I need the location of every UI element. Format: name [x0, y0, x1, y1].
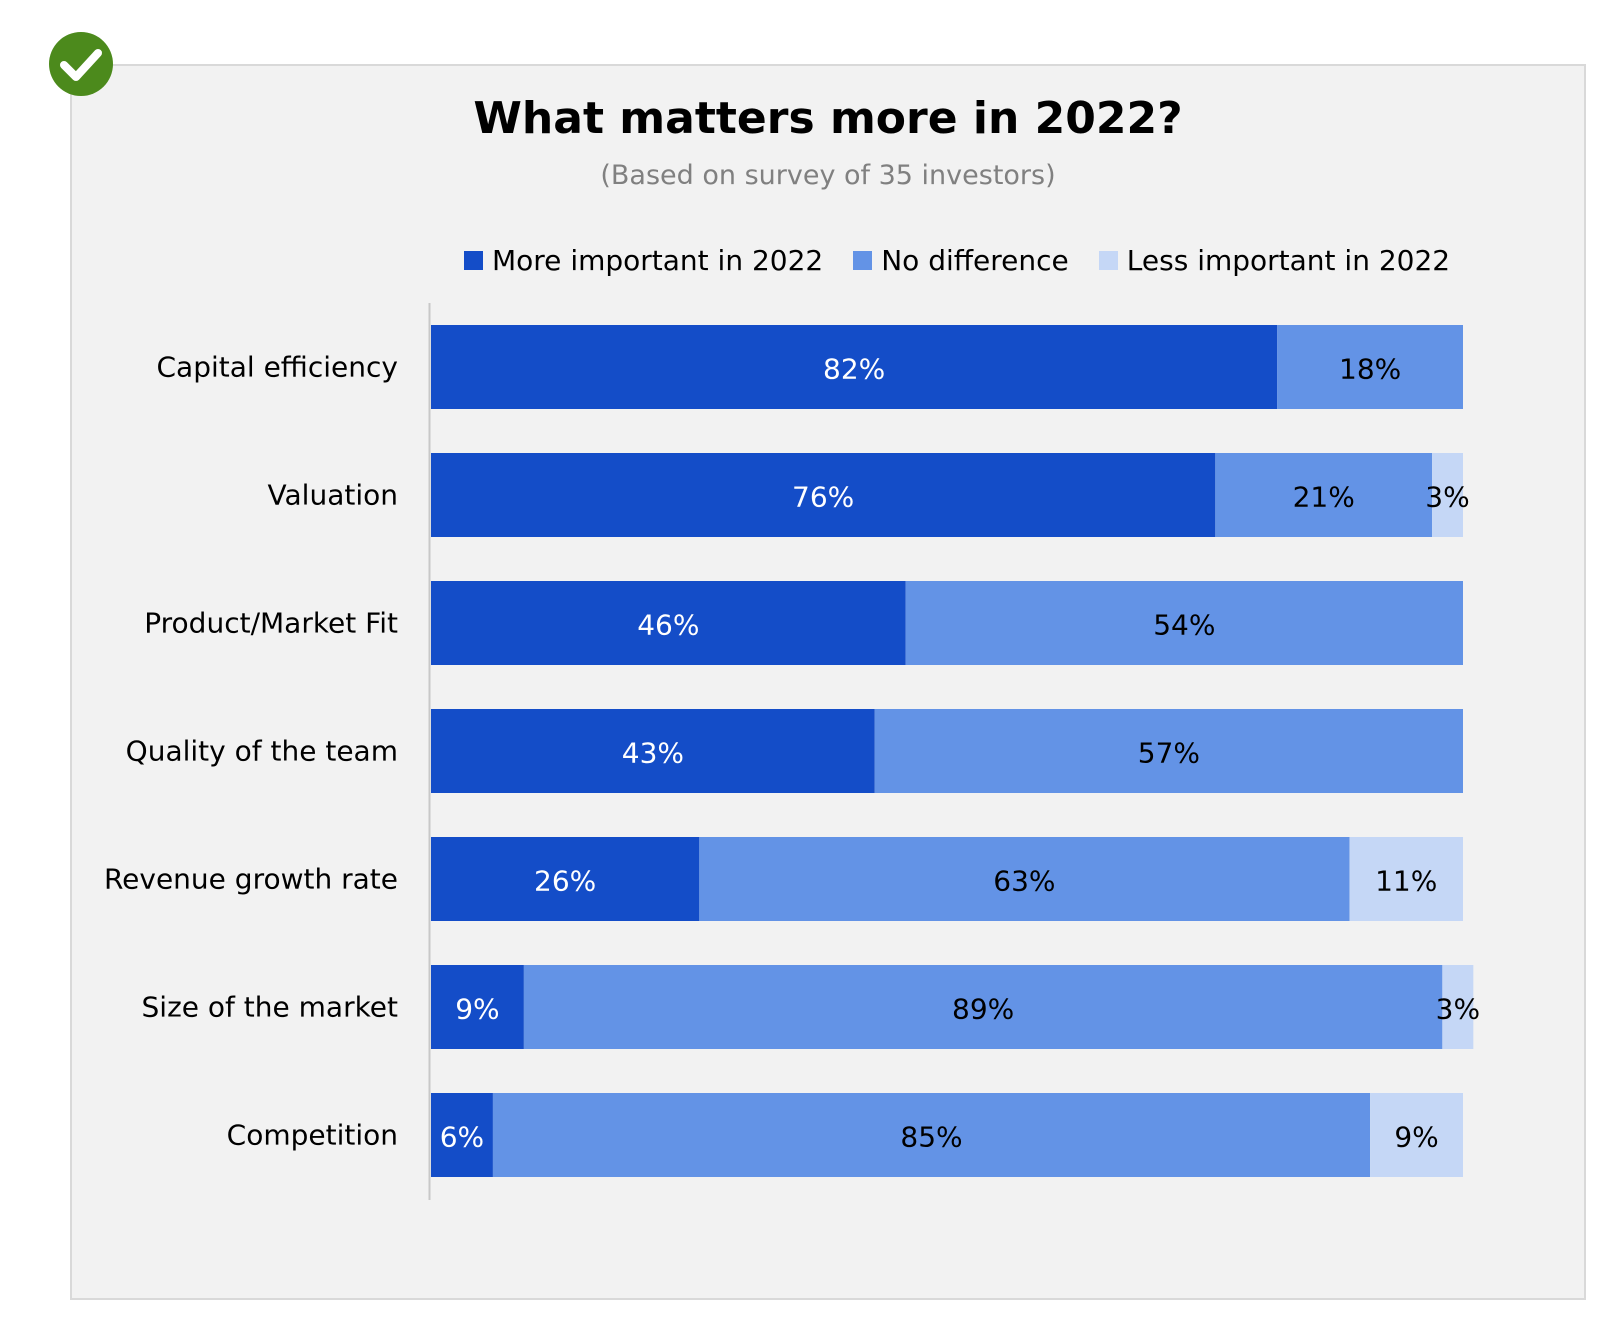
- category-label: Size of the market: [142, 991, 399, 1024]
- data-label: 9%: [1394, 1121, 1438, 1154]
- data-label: 18%: [1339, 353, 1401, 386]
- verified-badge: [48, 31, 114, 97]
- category-label: Quality of the team: [126, 735, 398, 768]
- data-label: 3%: [1425, 481, 1469, 514]
- category-label: Competition: [227, 1119, 398, 1152]
- data-label: 43%: [622, 737, 684, 770]
- data-label: 26%: [534, 865, 596, 898]
- data-label: 54%: [1153, 609, 1215, 642]
- category-label: Valuation: [268, 479, 398, 512]
- data-label: 9%: [455, 993, 499, 1026]
- check-icon: [48, 31, 114, 97]
- stacked-bar-chart: Capital efficiency 82% 18% Valuation 76% 21% 3…: [0, 0, 1602, 1320]
- data-label: 89%: [952, 993, 1014, 1026]
- category-label: Revenue growth rate: [104, 863, 398, 896]
- data-label: 57%: [1138, 737, 1200, 770]
- data-label: 11%: [1375, 865, 1437, 898]
- category-label: Product/Market Fit: [144, 607, 398, 640]
- data-label: 82%: [823, 353, 885, 386]
- data-label: 63%: [993, 865, 1055, 898]
- data-label: 6%: [440, 1121, 484, 1154]
- data-label: 21%: [1293, 481, 1355, 514]
- category-label: Capital efficiency: [157, 351, 399, 384]
- data-label: 46%: [637, 609, 699, 642]
- data-label: 3%: [1436, 993, 1480, 1026]
- data-label: 85%: [900, 1121, 962, 1154]
- data-label: 76%: [792, 481, 854, 514]
